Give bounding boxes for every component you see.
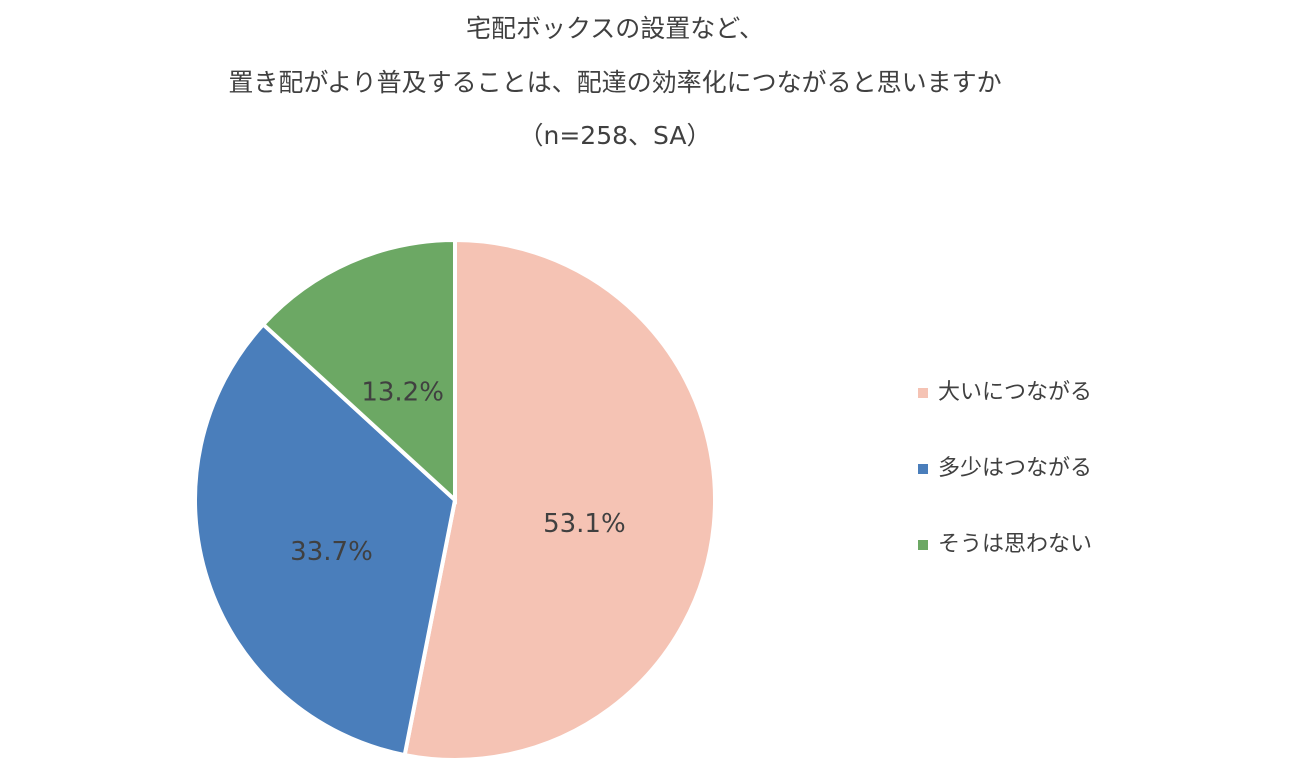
legend-marker	[918, 540, 928, 550]
legend-label: そうは思わない	[938, 532, 1092, 557]
legend-marker	[918, 388, 928, 398]
pie-slice	[260, 237, 457, 505]
data-label: 13.2%	[361, 378, 444, 408]
chart-title: 宅配ボックスの設置など、	[466, 14, 764, 43]
pie-slice	[193, 321, 458, 758]
pie-slice	[402, 237, 717, 762]
chart-title: 置き配がより普及することは、配達の効率化につながると思いますか	[228, 68, 1001, 97]
chart-title: （n=258、SA）	[519, 121, 712, 150]
legend-label: 多少はつながる	[938, 456, 1092, 481]
data-label: 33.7%	[290, 537, 373, 567]
data-label: 53.1%	[543, 509, 626, 539]
legend-label: 大いにつながる	[938, 380, 1092, 405]
legend-marker	[918, 464, 928, 474]
